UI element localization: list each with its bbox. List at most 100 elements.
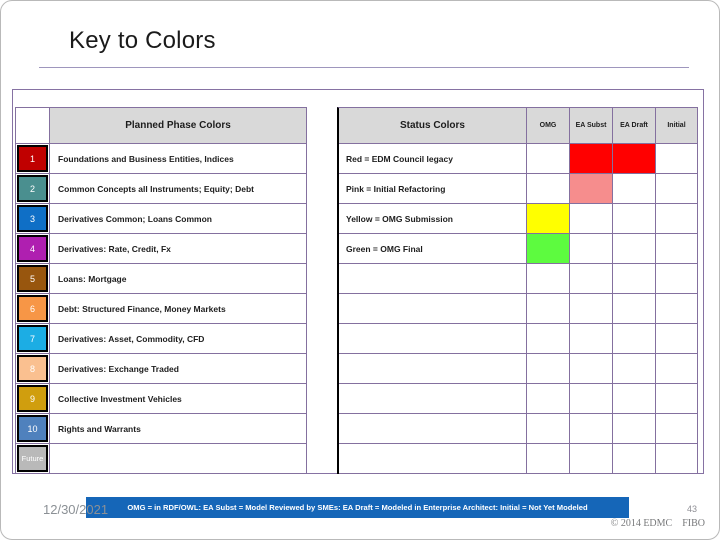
phase-swatch: 4 xyxy=(17,235,48,262)
legend-banner: OMG = in RDF/OWL: EA Subst = Model Revie… xyxy=(86,497,629,518)
phase-swatch-cell: 10 xyxy=(16,414,50,444)
status-empty-cell xyxy=(527,444,570,474)
status-column-header: EA Draft xyxy=(613,108,656,144)
status-label: Pink = Initial Refactoring xyxy=(339,174,527,204)
phase-label: Derivatives: Rate, Credit, Fx xyxy=(50,234,307,264)
title-underline xyxy=(39,67,689,68)
phase-swatch-cell: Future xyxy=(16,444,50,474)
status-empty-cell xyxy=(613,234,656,264)
phase-swatch-cell: 4 xyxy=(16,234,50,264)
status-empty-cell xyxy=(656,384,698,414)
phase-swatch-cell: 2 xyxy=(16,174,50,204)
phase-label xyxy=(50,444,307,474)
status-label: Yellow = OMG Submission xyxy=(339,204,527,234)
phase-swatch: 7 xyxy=(17,325,48,352)
planned-row: 3 Derivatives Common; Loans Common xyxy=(16,204,307,234)
planned-row: Future xyxy=(16,444,307,474)
status-label xyxy=(339,384,527,414)
planned-row: 2 Common Concepts all Instruments; Equity… xyxy=(16,174,307,204)
phase-swatch-cell: 6 xyxy=(16,294,50,324)
status-empty-cell xyxy=(656,444,698,474)
phase-swatch: Future xyxy=(17,445,48,472)
status-empty-cell xyxy=(570,204,613,234)
status-rows: Red = EDM Council legacy Pink = Initial R… xyxy=(339,144,698,474)
phase-swatch-cell: 3 xyxy=(16,204,50,234)
status-empty-cell xyxy=(570,384,613,414)
status-empty-cell xyxy=(613,354,656,384)
phase-label: Derivatives Common; Loans Common xyxy=(50,204,307,234)
phase-label: Loans: Mortgage xyxy=(50,264,307,294)
phase-swatch: 1 xyxy=(17,145,48,172)
planned-header-corner-cell xyxy=(16,108,50,144)
phase-swatch: 3 xyxy=(17,205,48,232)
status-empty-cell xyxy=(570,294,613,324)
status-row: Yellow = OMG Submission xyxy=(339,204,698,234)
status-label xyxy=(339,294,527,324)
status-empty-cell xyxy=(656,264,698,294)
phase-swatch: 6 xyxy=(17,295,48,322)
status-column-header: EA Subst xyxy=(570,108,613,144)
status-color-cell xyxy=(570,144,613,174)
status-color-cell xyxy=(527,204,570,234)
status-empty-cell xyxy=(527,294,570,324)
phase-swatch-cell: 9 xyxy=(16,384,50,414)
status-row: Green = OMG Final xyxy=(339,234,698,264)
phase-label: Collective Investment Vehicles xyxy=(50,384,307,414)
status-empty-cell xyxy=(527,324,570,354)
status-label xyxy=(339,264,527,294)
phase-swatch: 2 xyxy=(17,175,48,202)
planned-row: 9 Collective Investment Vehicles xyxy=(16,384,307,414)
page-title: Key to Colors xyxy=(69,27,216,54)
status-empty-cell xyxy=(656,234,698,264)
status-color-cell xyxy=(570,174,613,204)
status-row xyxy=(339,414,698,444)
planned-row: 1 Foundations and Business Entities, Indi… xyxy=(16,144,307,174)
status-row xyxy=(339,264,698,294)
status-empty-cell xyxy=(570,444,613,474)
status-colors-table: Status Colors OMG EA Subst EA Draft Initial… xyxy=(337,107,698,474)
status-empty-cell xyxy=(613,264,656,294)
status-empty-cell xyxy=(613,414,656,444)
status-empty-cell xyxy=(613,444,656,474)
status-empty-cell xyxy=(570,414,613,444)
status-empty-cell xyxy=(613,294,656,324)
status-row xyxy=(339,444,698,474)
status-empty-cell xyxy=(656,144,698,174)
phase-label: Foundations and Business Entities, Indic… xyxy=(50,144,307,174)
slide-date: 12/30/2021 xyxy=(43,502,109,517)
status-empty-cell xyxy=(527,144,570,174)
status-row xyxy=(339,324,698,354)
status-row: Red = EDM Council legacy xyxy=(339,144,698,174)
status-empty-cell xyxy=(656,324,698,354)
status-empty-cell xyxy=(527,384,570,414)
status-header-label: Status Colors xyxy=(339,108,527,144)
phase-swatch-cell: 8 xyxy=(16,354,50,384)
planned-row: 8 Derivatives: Exchange Traded xyxy=(16,354,307,384)
phase-swatch-cell: 1 xyxy=(16,144,50,174)
phase-label: Debt: Structured Finance, Money Markets xyxy=(50,294,307,324)
planned-phase-table: Planned Phase Colors 1 Foundations and Bu… xyxy=(15,107,307,474)
status-label xyxy=(339,444,527,474)
planned-row: 6 Debt: Structured Finance, Money Markets xyxy=(16,294,307,324)
phase-label: Derivatives: Asset, Commodity, CFD xyxy=(50,324,307,354)
status-empty-cell xyxy=(656,414,698,444)
phase-label: Rights and Warrants xyxy=(50,414,307,444)
status-empty-cell xyxy=(656,294,698,324)
status-empty-cell xyxy=(613,324,656,354)
planned-rows: 1 Foundations and Business Entities, Indi… xyxy=(16,144,307,474)
planned-row: 4 Derivatives: Rate, Credit, Fx xyxy=(16,234,307,264)
phase-swatch-cell: 7 xyxy=(16,324,50,354)
status-column-header: Initial xyxy=(656,108,698,144)
status-empty-cell xyxy=(656,174,698,204)
planned-header-label: Planned Phase Colors xyxy=(50,108,307,144)
phase-swatch: 8 xyxy=(17,355,48,382)
status-empty-cell xyxy=(570,234,613,264)
status-empty-cell xyxy=(656,354,698,384)
status-empty-cell xyxy=(570,264,613,294)
status-label: Green = OMG Final xyxy=(339,234,527,264)
status-empty-cell xyxy=(527,354,570,384)
status-row xyxy=(339,294,698,324)
page-number: 43 xyxy=(686,504,697,514)
status-color-cell xyxy=(527,234,570,264)
status-row xyxy=(339,354,698,384)
